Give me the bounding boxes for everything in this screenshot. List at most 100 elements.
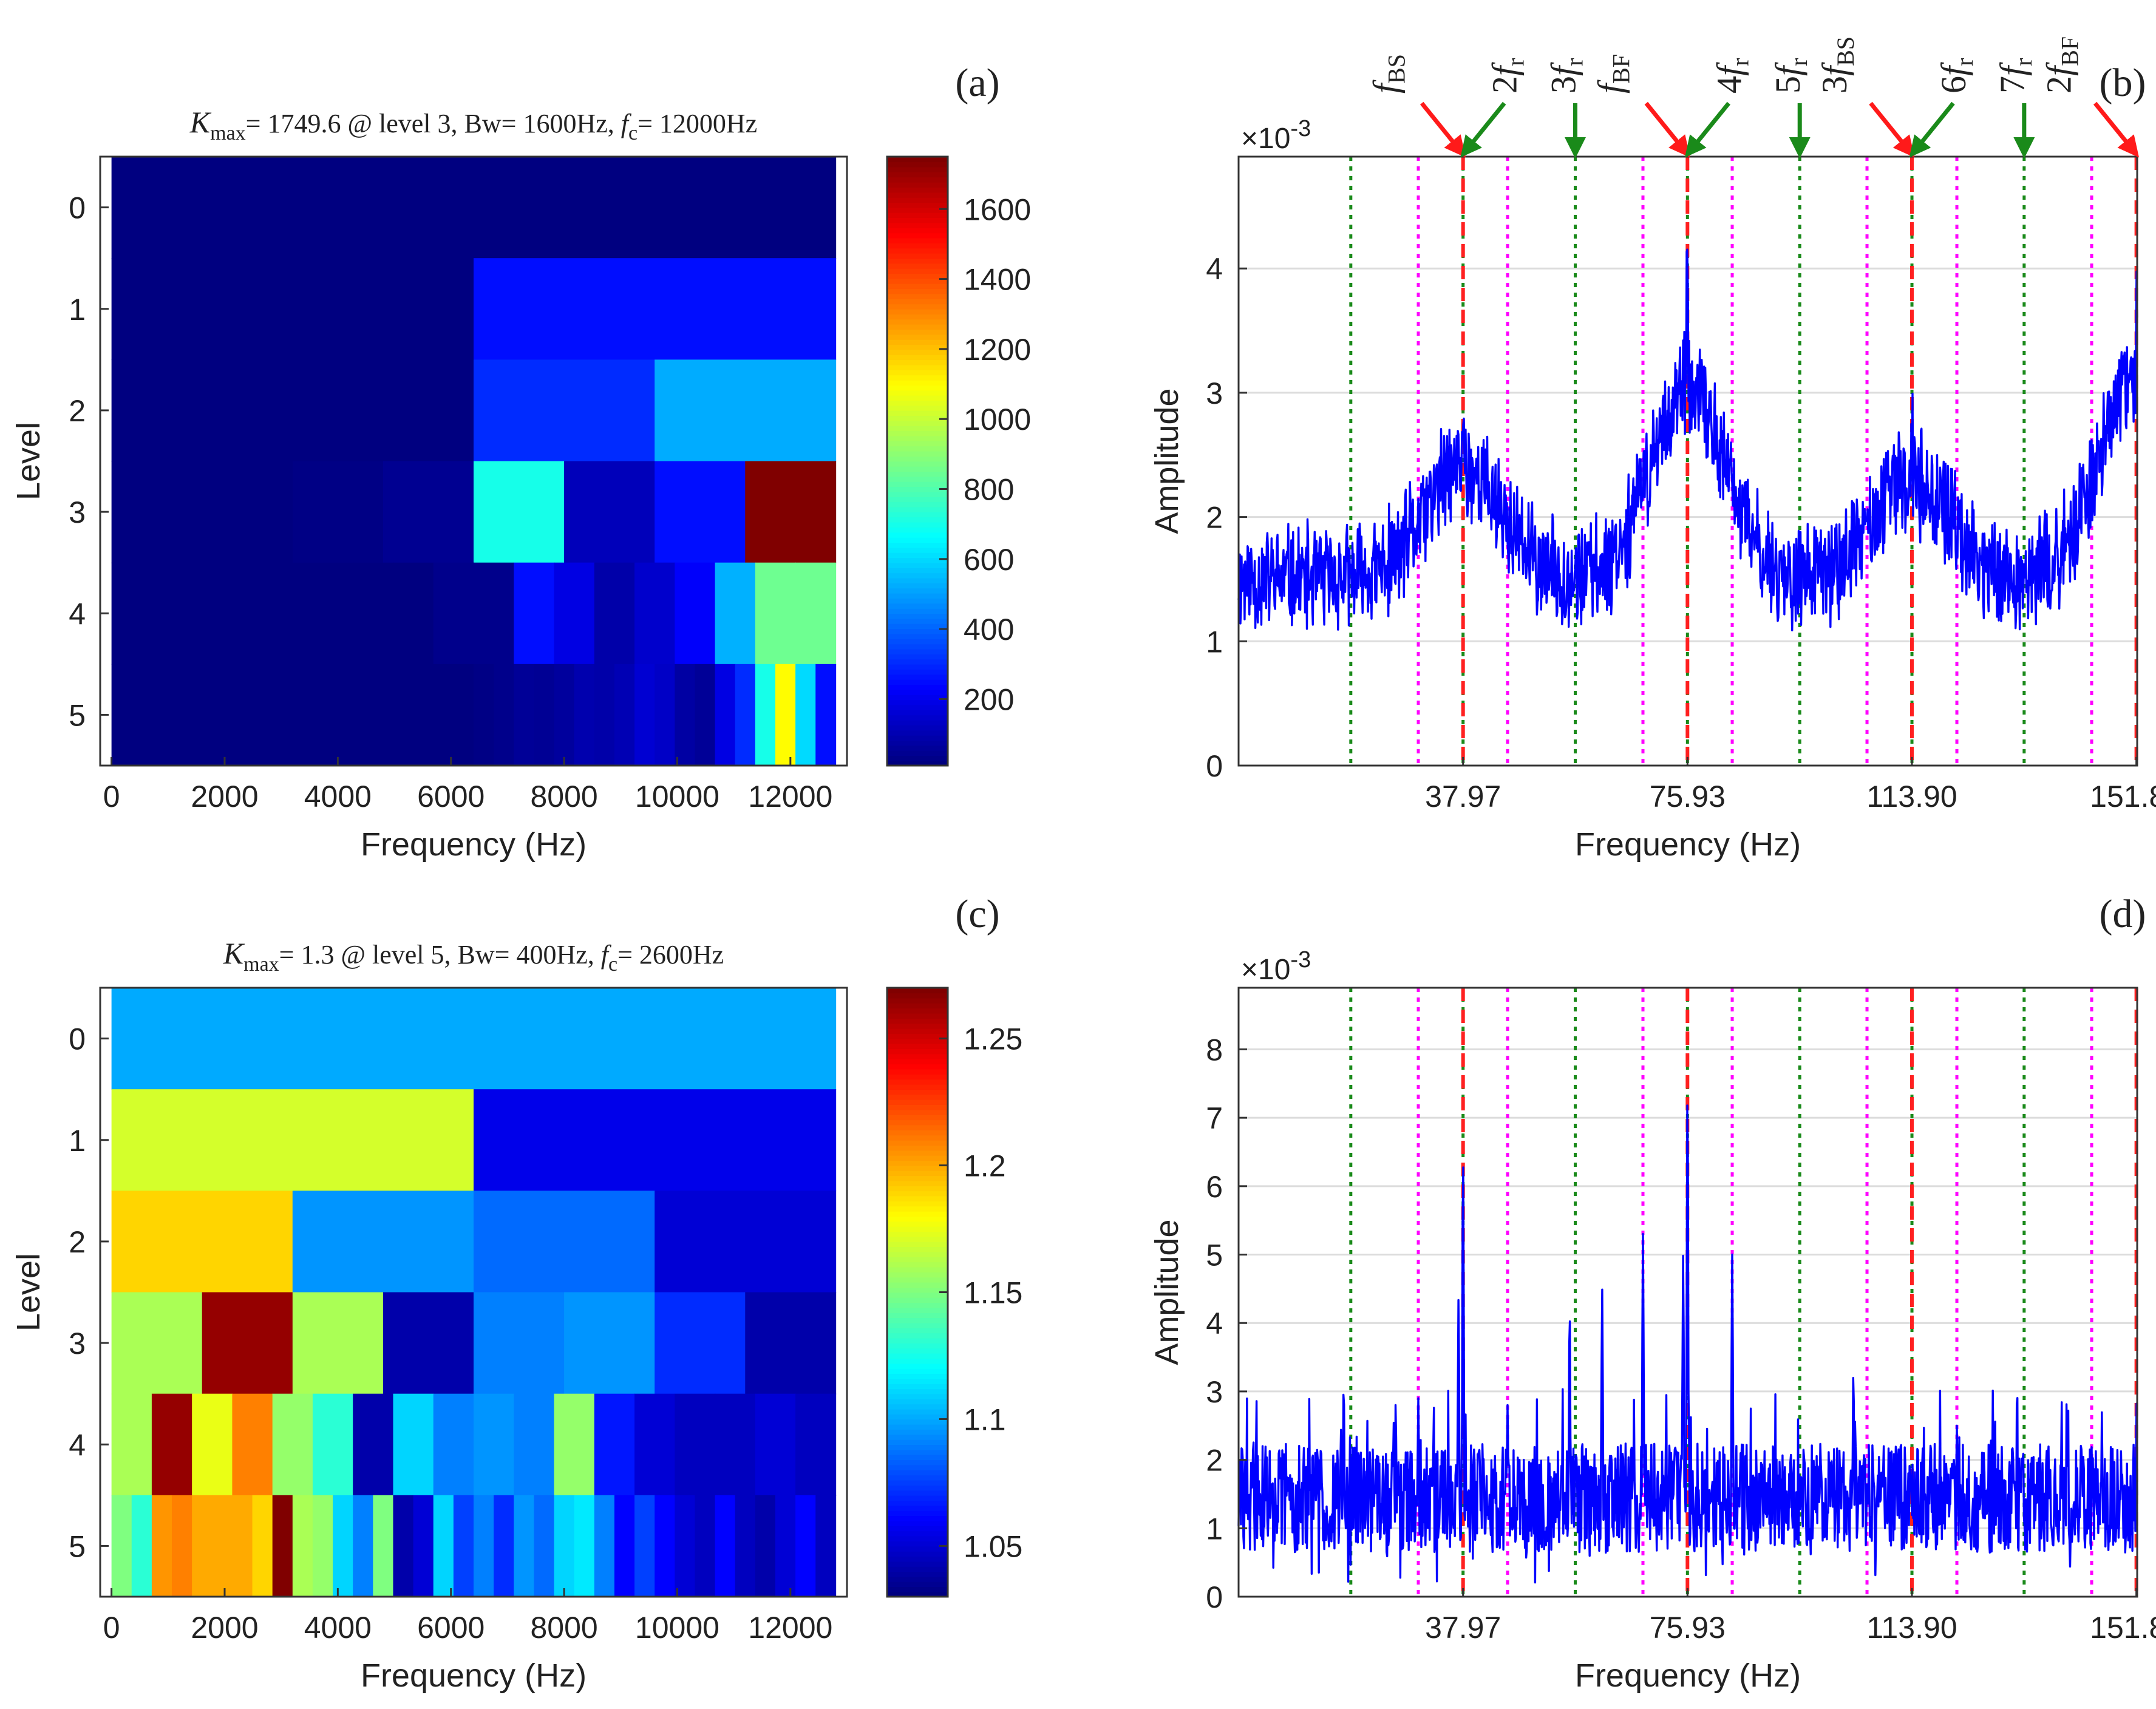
colorbar-segment [887,1485,948,1491]
colorbar-segment [887,258,948,264]
y-tick-label: 0 [1206,749,1223,783]
heatmap-cell [212,1495,233,1597]
kurtogram-a: 0 1 2 3 4 5 0 2000 4000 6000 8000 10000 12000 Frequen… [10,61,1031,863]
colorbar-segment [887,228,948,234]
colorbar-segment [887,1531,948,1537]
heatmap-cell [272,1495,293,1597]
colorbar-segment [887,283,948,290]
y-tick-label: 2 [1206,1444,1223,1478]
heatmap-cell [675,664,696,766]
heatmap-cell [202,1292,293,1395]
spectrum-series-line [1237,1104,2138,1584]
colorbar-frame [886,155,949,767]
heatmap-cell [111,1191,293,1293]
y-tick-label: 2 [69,394,86,428]
annotation-label: 2fBF [2039,36,2084,93]
colorbar-segment [887,233,948,239]
colorbar-segment [887,1312,948,1319]
envelope-spectrum-d: 0 1 2 3 4 5 6 7 8 37.97 75.93 113.90 151.86 Frequency… [1149,892,2156,1694]
x-axis-label: Frequency (Hz) [361,1657,587,1694]
annotation-label: 4fr [1709,58,1753,93]
colorbar-segment [887,1383,948,1390]
colorbar-segment [887,263,948,269]
heatmap-cell [594,1495,615,1597]
heatmap-cell [393,664,414,766]
colorbar-segment [887,1150,948,1156]
x-tick-label: 12000 [748,780,832,814]
title-part: K [223,936,245,970]
colorbar-segment [887,628,948,634]
colorbar-segment [887,334,948,340]
colorbar-tick-label: 1000 [964,403,1031,437]
colorbar-tick-label: 1.1 [964,1402,1006,1436]
heatmap-cell [514,562,555,665]
heatmap-cell [292,461,384,563]
annotation-arrow [1684,101,1731,158]
heatmap-cell [564,461,655,563]
x-tick-label: 8000 [530,1611,597,1645]
heatmap-cell [815,664,837,766]
colorbar-segment [887,1414,948,1420]
colorbar-segment [887,562,948,568]
heatmap-cell [333,1495,354,1597]
x-tick-label: 37.97 [1425,1611,1501,1645]
heatmap-cell [795,1393,837,1496]
colorbar-segment [887,1292,948,1298]
heatmap-cell [111,157,837,259]
colorbar-segment [887,308,948,314]
y-tick-label: 4 [1206,252,1223,286]
colorbar-segment [887,542,948,548]
heatmap-cell [775,1495,796,1597]
kurtogram-c: 0 1 2 3 4 5 0 2000 4000 6000 8000 10000 12000 Frequen… [10,892,1022,1694]
heatmap-cell [111,1495,132,1597]
heatmap-cell [634,562,676,665]
colorbar-segment [887,1535,948,1541]
y-tick-label: 0 [69,1022,86,1056]
x-axis-label: Frequency (Hz) [1575,826,1801,863]
heatmap-cell [474,359,655,462]
heatmap-cell [474,1292,565,1395]
colorbar-segment [887,1165,948,1171]
colorbar-segment [887,740,948,746]
colorbar-segment [887,161,948,168]
heatmap-cell [554,664,575,766]
colorbar-segment [887,379,948,386]
colorbar-segment [887,710,948,716]
colorbar-segment [887,1155,948,1161]
colorbar-segment [887,481,948,488]
colorbar-segment [887,648,948,654]
colorbar-segment [887,501,948,508]
annotation-arrow [1869,101,1915,158]
colorbar-segment [887,1094,948,1100]
heatmap-cell [111,1292,203,1395]
colorbar-segment [887,1089,948,1095]
annotation-arrow [1420,101,1466,158]
colorbar-segment [887,415,948,421]
heatmap-cell [353,1495,374,1597]
colorbar-segment [887,471,948,477]
chart-title: Kmax= 1.3 @ level 5, Bw= 400Hz, fc= 2600… [223,936,724,976]
y-tick-label: 5 [69,698,86,732]
title-part: = 1.3 @ level 5, Bw= 400Hz, [279,940,601,970]
heatmap-cell [534,1495,555,1597]
heatmap-cell [514,1495,535,1597]
heatmap-cell [151,562,192,665]
colorbar-segment [887,1130,948,1136]
annotation-subscript: r [1561,58,1588,66]
colorbar-segment [887,522,948,528]
heatmap-cell [514,664,535,766]
colorbar-segment [887,1175,948,1181]
spectrum-series-line [1237,248,2138,631]
heatmap-cell [192,1393,233,1496]
heatmap-cell [815,1495,837,1597]
x-tick-label: 10000 [635,1611,719,1645]
y-tick-label: 0 [69,191,86,225]
colorbar-segment [887,390,948,396]
heatmap-cell [554,562,595,665]
heatmap-cell [312,664,333,766]
colorbar-segment [887,370,948,376]
colorbar-segment [887,1216,948,1222]
heatmap-cell [474,258,837,361]
colorbar-segment [887,450,948,457]
colorbar-segment [887,506,948,512]
